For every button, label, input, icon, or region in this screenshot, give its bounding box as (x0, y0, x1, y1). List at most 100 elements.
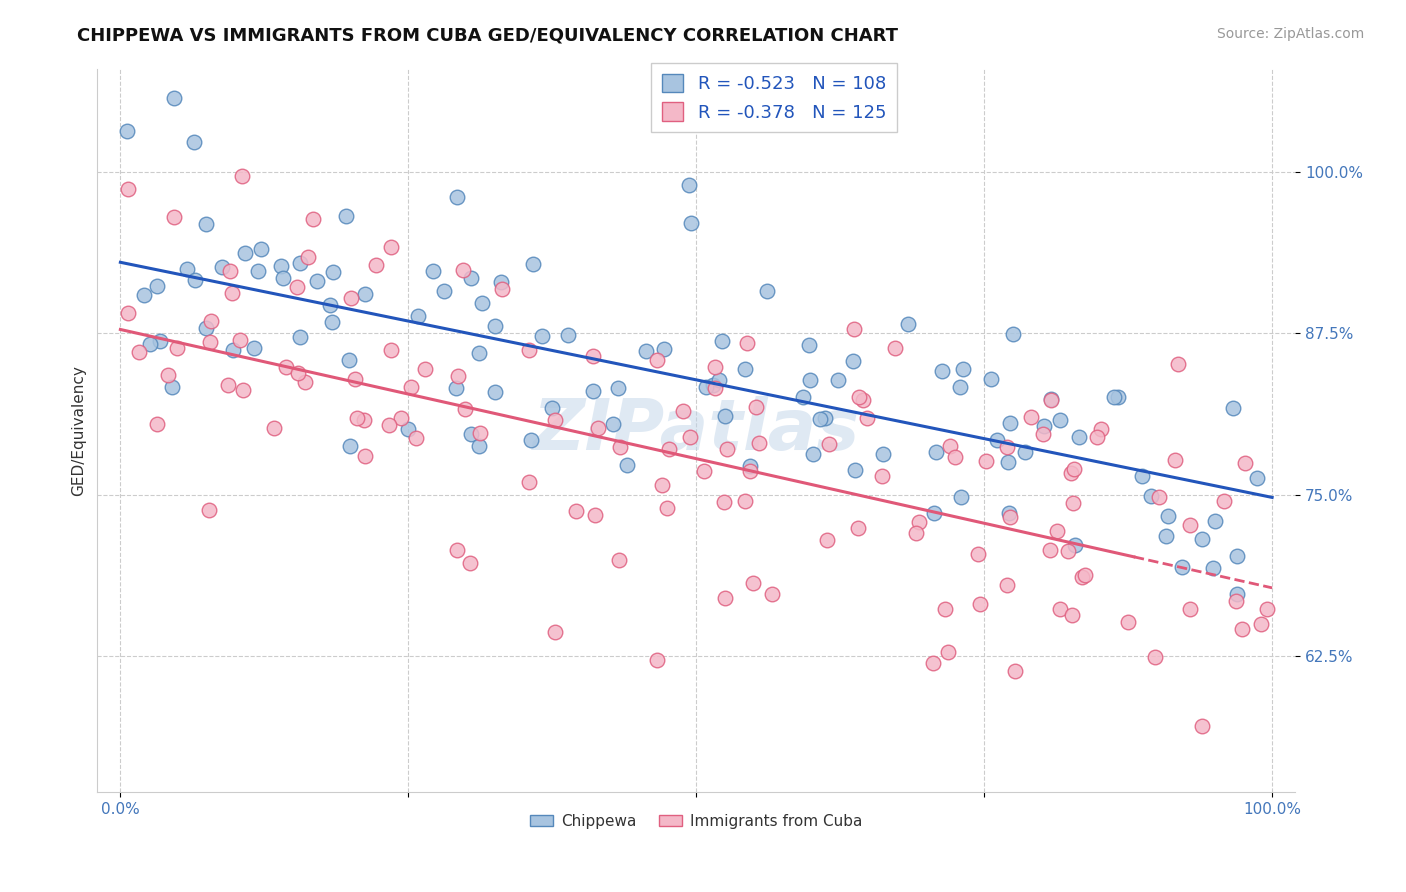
Point (1204, 515, 1226, 529)
Point (219, 264, 242, 278)
Point (1222, 401, 1244, 416)
Point (377, 418, 399, 433)
Point (285, 279, 308, 293)
Point (544, 625, 567, 640)
Point (194, 217, 217, 231)
Point (115, 124, 138, 138)
Point (657, 500, 679, 515)
Point (658, 442, 681, 456)
Point (197, 503, 219, 517)
Point (184, 273, 207, 287)
Point (1063, 461, 1085, 475)
Y-axis label: GED/Equivalency: GED/Equivalency (72, 365, 86, 496)
Point (1116, 615, 1139, 630)
Point (344, 372, 367, 386)
Text: CHIPPEWA VS IMMIGRANTS FROM CUBA GED/EQUIVALENCY CORRELATION CHART: CHIPPEWA VS IMMIGRANTS FROM CUBA GED/EQU… (77, 27, 898, 45)
Point (842, 354, 865, 368)
Point (1002, 327, 1025, 342)
Legend: Chippewa, Immigrants from Cuba: Chippewa, Immigrants from Cuba (524, 808, 869, 835)
Point (117, 181, 139, 195)
Point (870, 469, 893, 483)
Point (583, 508, 606, 522)
Point (998, 416, 1021, 430)
Point (606, 381, 628, 395)
Point (931, 364, 953, 378)
Point (925, 445, 948, 459)
Point (321, 315, 343, 329)
Point (176, 262, 198, 277)
Point (872, 447, 894, 461)
Point (737, 335, 759, 350)
Point (738, 465, 761, 479)
Point (198, 334, 221, 349)
Point (250, 242, 273, 256)
Point (713, 409, 735, 423)
Point (952, 362, 974, 376)
Point (484, 318, 506, 333)
Point (671, 403, 693, 417)
Point (1049, 413, 1071, 427)
Point (353, 412, 375, 426)
Point (247, 264, 270, 278)
Point (1014, 445, 1036, 459)
Point (651, 477, 673, 491)
Point (609, 440, 631, 454)
Point (998, 509, 1021, 524)
Point (755, 284, 778, 298)
Point (856, 410, 879, 425)
Point (1171, 559, 1194, 574)
Point (1031, 427, 1053, 442)
Point (353, 449, 375, 463)
Point (447, 368, 470, 383)
Point (934, 602, 956, 616)
Point (1191, 532, 1213, 546)
Point (138, 337, 160, 351)
Point (844, 463, 866, 477)
Point (433, 285, 456, 299)
Point (287, 366, 309, 380)
Point (544, 413, 567, 427)
Point (808, 412, 831, 426)
Point (276, 359, 298, 374)
Point (1246, 471, 1268, 485)
Point (709, 373, 731, 387)
Point (211, 260, 233, 274)
Point (1063, 538, 1085, 552)
Point (738, 459, 761, 474)
Point (517, 343, 540, 358)
Point (491, 282, 513, 296)
Point (949, 380, 972, 394)
Point (145, 278, 167, 293)
Point (1107, 390, 1129, 404)
Point (364, 259, 387, 273)
Point (157, 368, 180, 382)
Point (921, 656, 943, 670)
Point (1090, 422, 1112, 436)
Point (924, 506, 946, 520)
Point (380, 343, 402, 358)
Point (1033, 419, 1056, 434)
Point (389, 411, 412, 425)
Point (581, 350, 603, 364)
Point (228, 334, 250, 348)
Point (678, 178, 700, 193)
Point (221, 286, 243, 301)
Point (967, 547, 990, 561)
Point (814, 410, 837, 425)
Point (949, 490, 972, 504)
Point (842, 322, 865, 336)
Point (470, 426, 492, 441)
Point (1040, 392, 1063, 407)
Point (974, 454, 997, 468)
Point (1004, 664, 1026, 678)
Point (602, 417, 624, 431)
Point (467, 346, 489, 360)
Point (231, 169, 253, 183)
Point (217, 378, 239, 392)
Point (557, 328, 579, 343)
Point (848, 390, 870, 404)
Point (995, 578, 1018, 592)
Point (405, 431, 427, 445)
Point (233, 246, 256, 260)
Point (468, 439, 491, 453)
